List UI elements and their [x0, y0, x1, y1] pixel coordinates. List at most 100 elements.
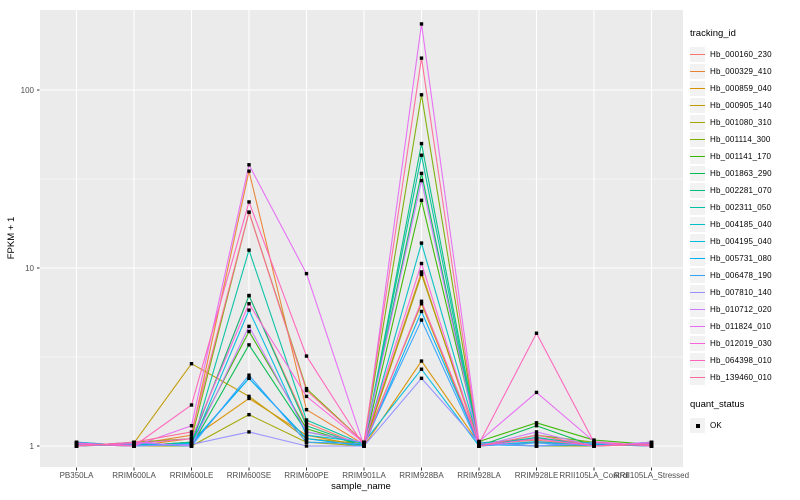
- legend-item-label: Hb_006478_190: [710, 271, 772, 280]
- data-point: [247, 302, 251, 306]
- x-tick-label: PB350LA: [60, 471, 94, 480]
- legend-key-line: [690, 172, 705, 175]
- data-point: [534, 421, 539, 425]
- y-axis-title: FPKM + 1: [6, 217, 17, 260]
- data-point: [592, 444, 596, 448]
- legend-item-label: Hb_000859_040: [710, 84, 772, 93]
- data-point: [304, 407, 309, 412]
- legend-key-swatch: [690, 149, 705, 164]
- data-point: [247, 329, 251, 334]
- legend-key-swatch: [690, 183, 705, 198]
- data-point: [304, 386, 309, 391]
- data-point: [247, 324, 251, 329]
- legend-key-swatch: [690, 47, 705, 62]
- legend-key-swatch: [690, 336, 705, 351]
- legend-key-swatch: [690, 98, 705, 113]
- data-point: [189, 403, 194, 407]
- data-point: [247, 293, 251, 298]
- data-point: [247, 373, 251, 377]
- data-point: [189, 433, 194, 437]
- legend-item-label: Hb_001080_310: [710, 118, 772, 127]
- legend-item-label: Hb_004195_040: [710, 237, 772, 246]
- data-point: [189, 436, 194, 441]
- data-point: [304, 440, 309, 444]
- data-point: [247, 396, 251, 401]
- data-point: [419, 198, 424, 203]
- legend-key-line: [690, 342, 705, 345]
- legend-key-swatch: [690, 115, 705, 130]
- data-point: [304, 444, 309, 448]
- x-tick-label: RRIM901LA: [342, 471, 386, 480]
- legend-key-line: [690, 325, 705, 328]
- x-axis-title: sample_name: [331, 481, 391, 492]
- data-point: [304, 418, 309, 422]
- legend-key-line: [690, 376, 705, 379]
- legend-key-swatch: [690, 285, 705, 300]
- legend-key-swatch: [690, 200, 705, 215]
- data-point: [419, 309, 424, 314]
- ok-point-key: [690, 418, 705, 433]
- legend-key-line: [690, 291, 705, 294]
- data-point: [247, 210, 251, 214]
- data-point: [534, 433, 539, 437]
- data-point: [247, 343, 251, 347]
- data-point: [247, 430, 251, 434]
- data-point: [247, 394, 251, 399]
- data-point: [534, 436, 539, 441]
- legend-item-ok: OK: [690, 417, 798, 434]
- legend-key-line: [690, 121, 705, 124]
- legend-key-line: [690, 308, 705, 311]
- data-point: [419, 272, 424, 277]
- data-point: [534, 331, 539, 335]
- data-point: [419, 93, 424, 97]
- x-tick-label: RRII105LA_Control: [559, 471, 629, 480]
- data-point: [362, 440, 366, 444]
- legend-item-label: Hb_001863_290: [710, 169, 772, 178]
- legend-item-Hb_000160_230: Hb_000160_230: [690, 46, 798, 63]
- legend-item-label: Hb_064398_010: [710, 356, 772, 365]
- legend-item-label: Hb_007810_140: [710, 288, 772, 297]
- data-point: [189, 361, 194, 366]
- data-point: [534, 444, 539, 448]
- legend-item-Hb_002281_070: Hb_002281_070: [690, 182, 798, 199]
- data-point: [247, 163, 251, 167]
- legend-key-line: [690, 206, 705, 209]
- data-point: [247, 169, 251, 173]
- data-point: [534, 430, 539, 434]
- legend-item-Hb_000329_410: Hb_000329_410: [690, 63, 798, 80]
- legend-item-Hb_000859_040: Hb_000859_040: [690, 80, 798, 97]
- legend-item-Hb_001080_310: Hb_001080_310: [690, 114, 798, 131]
- data-point: [304, 430, 309, 434]
- legend-item-Hb_006478_190: Hb_006478_190: [690, 267, 798, 284]
- data-point: [419, 302, 424, 306]
- legend-key-line: [690, 104, 705, 107]
- legend-key-swatch: [690, 64, 705, 79]
- x-tick-label: RRIM928LE: [515, 471, 559, 480]
- data-point: [304, 436, 309, 441]
- data-point: [189, 424, 194, 428]
- data-point: [419, 359, 424, 363]
- legend-key-line: [690, 274, 705, 277]
- x-tick-label: RRIM600PE: [284, 471, 328, 480]
- legend-key-line: [690, 240, 705, 243]
- data-point: [74, 442, 79, 446]
- data-point: [419, 318, 424, 322]
- data-point: [247, 376, 251, 381]
- data-point: [74, 444, 79, 448]
- legend-item-label: OK: [710, 421, 722, 430]
- legend-key-swatch: [690, 132, 705, 147]
- legend-item-label: Hb_004185_040: [710, 220, 772, 229]
- data-point: [247, 248, 251, 252]
- legend-key-line: [690, 359, 705, 362]
- data-point: [362, 444, 366, 448]
- legend-key-swatch: [690, 319, 705, 334]
- legend-key-line: [690, 87, 705, 90]
- data-point: [419, 141, 424, 146]
- data-point: [534, 424, 539, 428]
- data-point: [304, 427, 309, 431]
- data-point: [247, 200, 251, 204]
- legend-key-line: [690, 138, 705, 141]
- legend-item-label: Hb_011824_010: [710, 322, 772, 331]
